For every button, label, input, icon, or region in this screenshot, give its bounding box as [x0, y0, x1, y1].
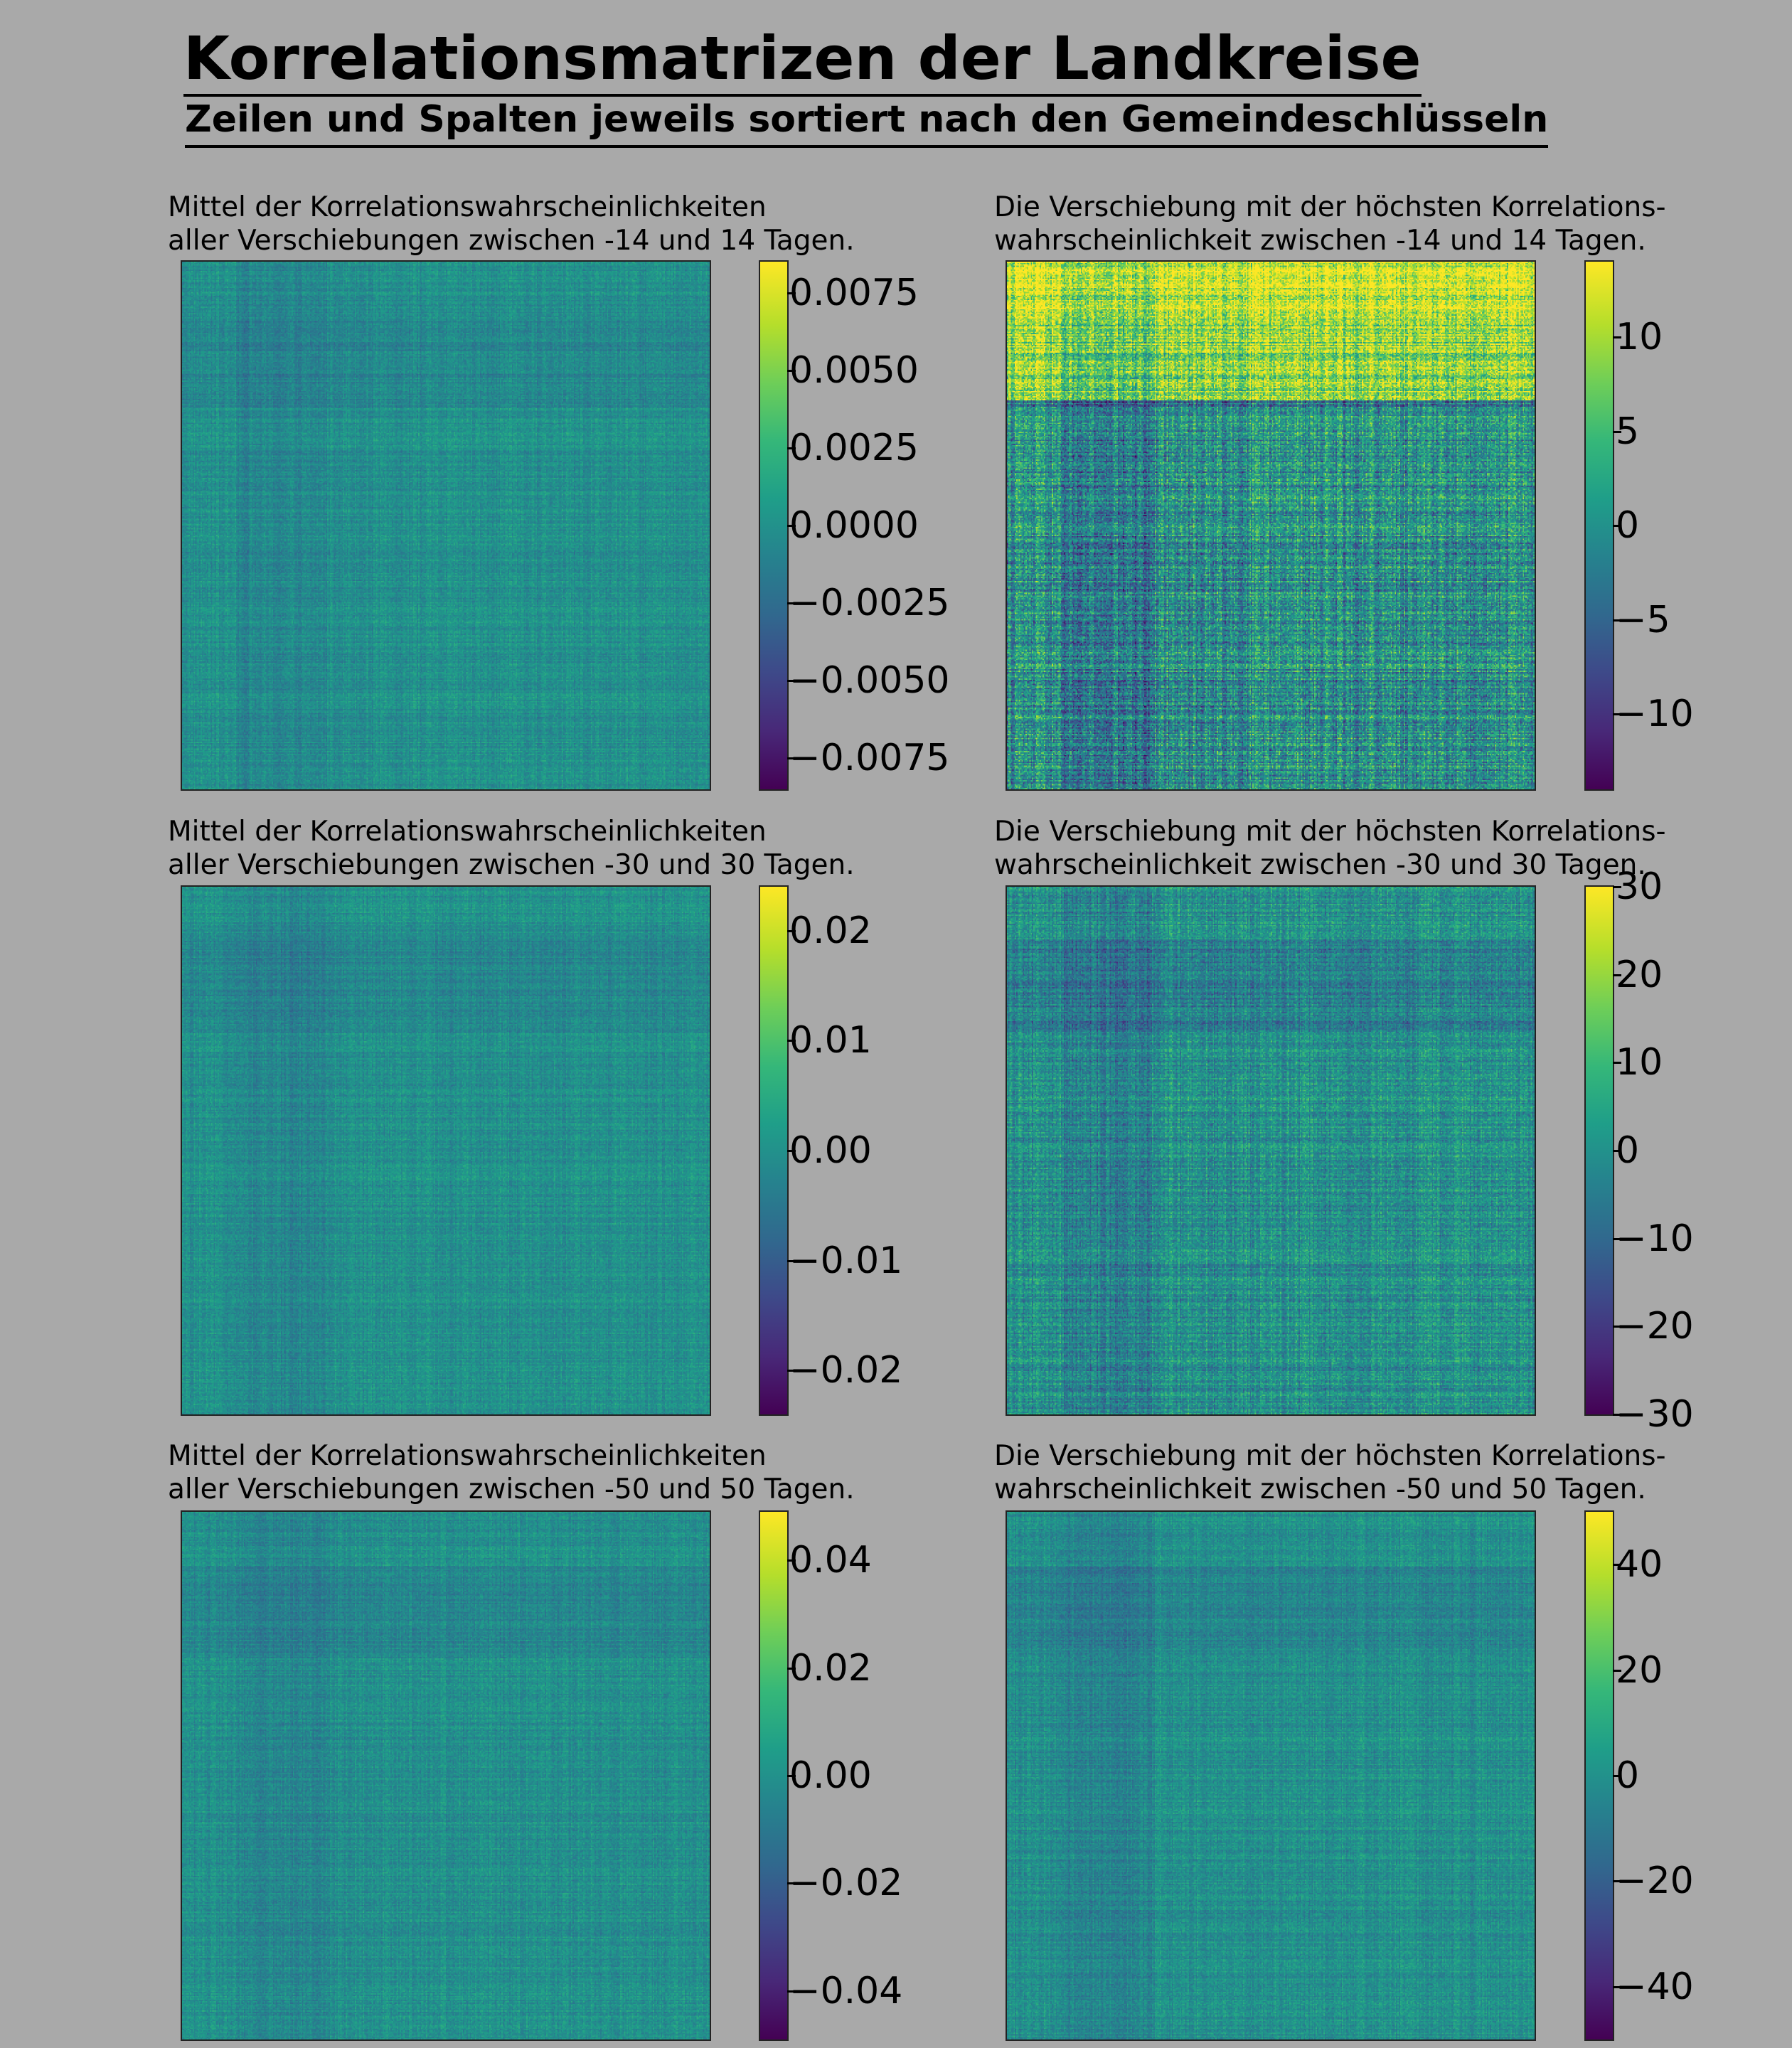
colorbar-tick-label: 0.00	[789, 1754, 872, 1797]
colorbar	[1584, 885, 1614, 1416]
colorbar	[759, 885, 789, 1416]
colorbar-tick	[1613, 1564, 1621, 1567]
colorbar-tick	[787, 680, 796, 683]
colorbar-tick-label: 5	[1616, 410, 1640, 453]
colorbar-tick-label: −0.02	[789, 1862, 903, 1905]
colorbar-tick	[787, 447, 796, 449]
panel-title-line: Mittel der Korrelationswahrscheinlichkei…	[168, 816, 767, 848]
colorbar-tick-label: −10	[1616, 693, 1694, 735]
colorbar-tick	[787, 1370, 796, 1372]
colorbar-tick-label: 20	[1616, 953, 1663, 996]
colorbar-tick	[1613, 430, 1621, 433]
colorbar-tick	[1613, 713, 1621, 715]
panel-title-line: aller Verschiebungen zwischen -14 und 14…	[168, 225, 855, 257]
panel-title-line: wahrscheinlichkeit zwischen -30 und 30 T…	[994, 849, 1646, 881]
colorbar-tick	[787, 1775, 796, 1777]
colorbar-tick-label: 10	[1616, 1041, 1663, 1084]
colorbar-tick-label: 10	[1616, 316, 1663, 358]
colorbar-tick-label: 0	[1616, 504, 1640, 547]
colorbar-tick	[1613, 886, 1621, 888]
panel-title-line: Mittel der Korrelationswahrscheinlichkei…	[168, 191, 767, 223]
panel-title-line: aller Verschiebungen zwischen -30 und 30…	[168, 849, 855, 881]
page-title: Korrelationsmatrizen der Landkreise	[183, 24, 1422, 97]
colorbar-tick	[787, 757, 796, 760]
colorbar-tick-label: 40	[1616, 1543, 1663, 1586]
colorbar	[759, 260, 789, 791]
colorbar	[1584, 260, 1614, 791]
panel-title-line: Die Verschiebung mit der höchsten Korrel…	[994, 191, 1666, 223]
colorbar-tick-label: −0.0025	[789, 582, 950, 625]
colorbar-tick-label: 0.0000	[789, 504, 919, 547]
colorbar-tick-label: 0.02	[789, 1646, 872, 1690]
colorbar-tick	[787, 1559, 796, 1562]
colorbar-tick-label: −20	[1616, 1305, 1694, 1348]
correlation-heatmap	[1006, 260, 1536, 791]
colorbar-tick	[1613, 1326, 1621, 1328]
colorbar-tick-label: 0.0050	[789, 348, 919, 392]
colorbar	[759, 1510, 789, 2041]
colorbar-tick-label: −0.0050	[789, 659, 950, 703]
colorbar-tick	[787, 1667, 796, 1670]
colorbar-tick	[787, 369, 796, 372]
colorbar-tick	[1613, 336, 1621, 338]
colorbar-tick	[787, 929, 796, 932]
colorbar-tick-label: 0.0025	[789, 426, 919, 469]
panel-title-line: wahrscheinlichkeit zwischen -14 und 14 T…	[994, 225, 1646, 257]
colorbar-tick-label: −0.02	[789, 1349, 903, 1392]
colorbar-tick-label: −5	[1616, 598, 1670, 641]
colorbar-tick-label: 0.01	[789, 1019, 872, 1062]
colorbar-tick	[1613, 619, 1621, 622]
colorbar	[1584, 1510, 1614, 2041]
correlation-heatmap	[1006, 885, 1536, 1416]
correlation-heatmap	[181, 885, 711, 1416]
colorbar-tick	[1613, 1414, 1621, 1416]
panel-title-line: Die Verschiebung mit der höchsten Korrel…	[994, 816, 1666, 848]
colorbar-tick-label: −30	[1616, 1393, 1694, 1436]
colorbar-tick-label: 0.00	[789, 1129, 872, 1172]
colorbar-tick	[787, 1990, 796, 1993]
panel-title-line: aller Verschiebungen zwischen -50 und 50…	[168, 1473, 855, 1505]
colorbar-tick	[1613, 1775, 1621, 1777]
colorbar-tick	[787, 292, 796, 294]
colorbar-tick	[787, 1259, 796, 1262]
colorbar-tick	[1613, 1985, 1621, 1988]
colorbar-tick-label: −20	[1616, 1860, 1694, 1903]
colorbar-tick	[1613, 525, 1621, 527]
panel-title-line: wahrscheinlichkeit zwischen -50 und 50 T…	[994, 1473, 1646, 1505]
colorbar-tick-label: −10	[1616, 1217, 1694, 1260]
colorbar-tick	[787, 1150, 796, 1152]
panel-title-line: Mittel der Korrelationswahrscheinlichkei…	[168, 1440, 767, 1472]
correlation-heatmap	[181, 260, 711, 791]
colorbar-tick-label: −0.01	[789, 1239, 903, 1282]
correlation-heatmap	[1006, 1510, 1536, 2041]
colorbar-tick	[1613, 1150, 1621, 1152]
colorbar-tick-label: 30	[1616, 865, 1663, 908]
page-subtitle: Zeilen und Spalten jeweils sortiert nach…	[185, 95, 1549, 148]
colorbar-tick-label: 0	[1616, 1754, 1640, 1797]
colorbar-tick-label: −0.04	[789, 1969, 903, 2012]
colorbar-tick-label: −40	[1616, 1965, 1694, 2008]
colorbar-tick	[1613, 1880, 1621, 1883]
correlation-heatmap	[181, 1510, 711, 2041]
colorbar-tick	[1613, 1062, 1621, 1065]
colorbar-tick	[1613, 974, 1621, 976]
colorbar-tick	[1613, 1237, 1621, 1240]
colorbar-tick	[787, 1882, 796, 1885]
colorbar-tick-label: 0.04	[789, 1539, 872, 1582]
colorbar-tick-label: 0.0075	[789, 271, 919, 314]
panel-title-line: Die Verschiebung mit der höchsten Korrel…	[994, 1440, 1666, 1472]
colorbar-tick	[787, 602, 796, 605]
colorbar-tick-label: 0	[1616, 1129, 1640, 1172]
colorbar-tick	[1613, 1669, 1621, 1672]
colorbar-tick	[787, 1040, 796, 1042]
colorbar-tick-label: 0.02	[789, 909, 872, 952]
colorbar-tick	[787, 525, 796, 527]
colorbar-tick-label: 20	[1616, 1648, 1663, 1692]
colorbar-tick-label: −0.0075	[789, 737, 950, 780]
